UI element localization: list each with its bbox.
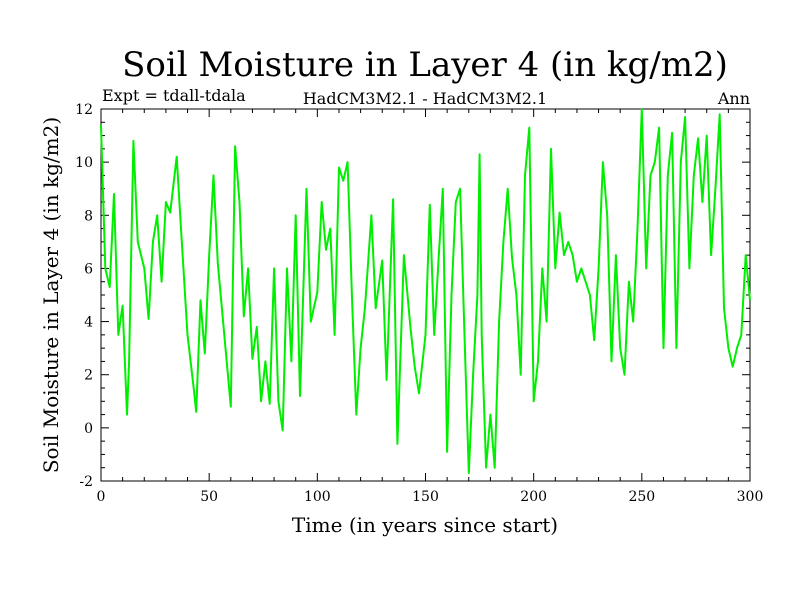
- y-tick-label: 4: [84, 315, 93, 331]
- y-tick-label: 2: [84, 368, 93, 384]
- x-axis-label: Time (in years since start): [292, 513, 558, 537]
- y-tick-label: 10: [75, 155, 93, 171]
- chart-title: Soil Moisture in Layer 4 (in kg/m2): [122, 45, 728, 85]
- x-tick-label: 250: [628, 489, 655, 505]
- subtitle-center: HadCM3M2.1 - HadCM3M2.1: [303, 89, 547, 108]
- x-tick-label: 300: [737, 489, 764, 505]
- y-tick-label: 8: [84, 208, 93, 224]
- x-tick-label: 150: [412, 489, 439, 505]
- x-tick-label: 200: [520, 489, 547, 505]
- series-line: [100, 108, 751, 474]
- y-tick-label: 12: [75, 102, 93, 118]
- x-tick-label: 100: [304, 489, 331, 505]
- y-tick-label: 6: [84, 261, 93, 277]
- subtitle-right: Ann: [717, 89, 750, 108]
- x-tick-label: 0: [97, 489, 106, 505]
- y-axis-label: Soil Moisture in Layer 4 (in kg/m2): [39, 117, 63, 473]
- y-tick-label: -2: [79, 474, 93, 490]
- y-tick-label: 0: [84, 421, 93, 437]
- x-tick-label: 50: [200, 489, 218, 505]
- subtitle-left: Expt = tdall-tdala: [102, 86, 246, 105]
- plot-frame: [100, 108, 751, 482]
